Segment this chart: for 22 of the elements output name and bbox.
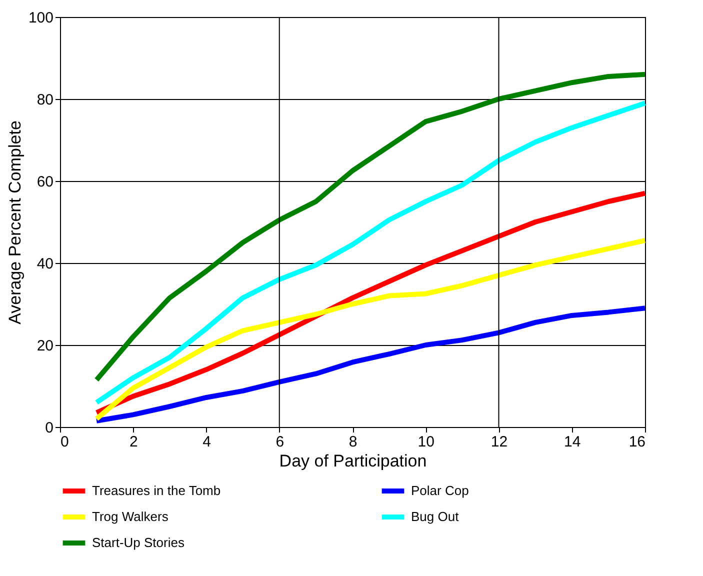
legend-label: Bug Out: [411, 509, 460, 524]
x-tick-label: 4: [202, 434, 211, 450]
x-axis-title: Day of Participation: [279, 452, 427, 470]
x-tick-label: 8: [348, 434, 358, 450]
y-axis-title: Average Percent Complete: [5, 120, 24, 324]
x-tick-label: 10: [418, 434, 434, 450]
x-tick-label: 0: [60, 434, 69, 450]
legend-label: Treasures in the Tomb: [92, 483, 221, 498]
y-tick-label: 40: [36, 256, 54, 272]
legend-label: Trog Walkers: [92, 509, 169, 524]
y-tick-label: 80: [36, 92, 54, 108]
y-tick-label: 100: [28, 10, 54, 26]
y-tick-label: 60: [36, 174, 54, 190]
x-tick-label: 6: [276, 434, 284, 450]
y-tick-label: 20: [36, 338, 54, 354]
legend-label: Start-Up Stories: [92, 535, 185, 550]
legend-label: Polar Cop: [411, 483, 469, 498]
x-tick-label: 12: [490, 434, 508, 450]
y-tick-label: 0: [45, 420, 54, 436]
x-tick-label: 2: [129, 434, 138, 450]
x-tick-label: 16: [628, 434, 646, 450]
x-tick-label: 14: [564, 434, 581, 450]
